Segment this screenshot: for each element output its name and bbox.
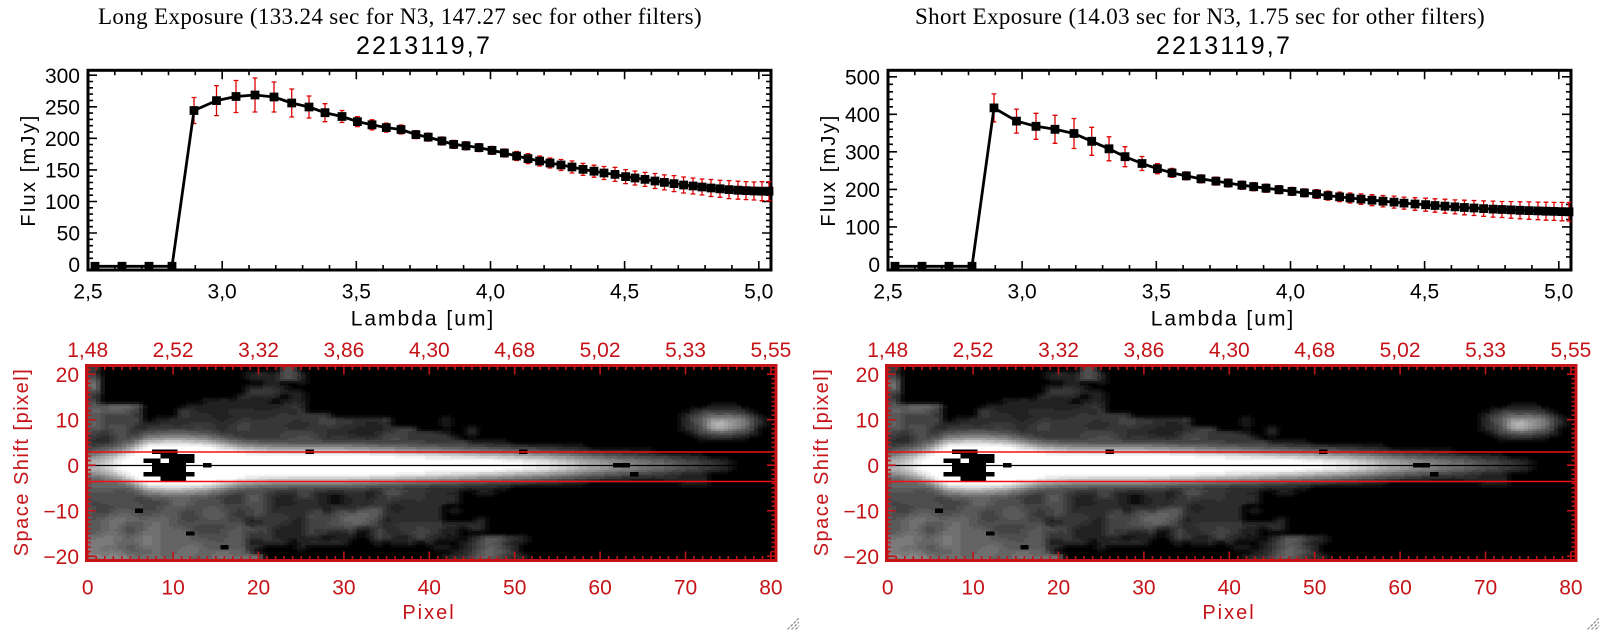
svg-text:10: 10 [961,577,984,600]
svg-text:0: 0 [867,455,879,478]
svg-text:4,5: 4,5 [610,281,639,304]
svg-text:100: 100 [845,216,880,239]
svg-text:4,5: 4,5 [1410,281,1439,304]
svg-text:5,0: 5,0 [1544,281,1573,304]
svg-text:3,0: 3,0 [1008,281,1037,304]
svg-text:60: 60 [588,577,611,600]
svg-text:0: 0 [82,577,94,600]
svg-text:4,30: 4,30 [409,339,450,362]
svg-text:3,32: 3,32 [238,339,279,362]
svg-text:100: 100 [45,191,80,214]
svg-text:Short Exposure (14.03 sec for: Short Exposure (14.03 sec for N3, 1.75 s… [915,4,1485,29]
svg-text:3,86: 3,86 [323,339,364,362]
svg-text:Pixel: Pixel [402,602,455,624]
svg-text:−20: −20 [43,546,79,569]
svg-text:20: 20 [1047,577,1070,600]
svg-text:Pixel: Pixel [1202,602,1255,624]
svg-text:−10: −10 [843,500,879,523]
svg-text:3,86: 3,86 [1123,339,1164,362]
svg-text:4,68: 4,68 [494,339,535,362]
svg-text:4,0: 4,0 [476,281,505,304]
svg-text:Flux [mJy]: Flux [mJy] [18,113,40,226]
svg-text:5,33: 5,33 [1465,339,1506,362]
svg-text:80: 80 [759,577,782,600]
svg-text:20: 20 [856,364,879,387]
svg-text:20: 20 [56,364,79,387]
svg-text:5,55: 5,55 [1550,339,1591,362]
svg-text:2213119,7: 2213119,7 [1156,32,1292,60]
svg-text:2,5: 2,5 [73,281,102,304]
svg-text:3,5: 3,5 [1142,281,1171,304]
svg-text:5,02: 5,02 [1380,339,1421,362]
svg-text:5,02: 5,02 [580,339,621,362]
svg-text:500: 500 [845,66,880,89]
svg-text:Lambda [um]: Lambda [um] [1151,308,1296,331]
svg-text:250: 250 [45,96,80,119]
svg-text:50: 50 [503,577,526,600]
svg-text:Long Exposure (133.24 sec for: Long Exposure (133.24 sec for N3, 147.27… [98,4,702,29]
svg-text:50: 50 [57,223,80,246]
svg-text:0: 0 [68,254,80,277]
svg-text:300: 300 [845,141,880,164]
svg-text:2213119,7: 2213119,7 [356,32,492,60]
svg-text:3,0: 3,0 [208,281,237,304]
svg-text:30: 30 [1132,577,1155,600]
svg-text:5,0: 5,0 [744,281,773,304]
svg-text:2,52: 2,52 [953,339,994,362]
svg-text:Lambda [um]: Lambda [um] [351,308,496,331]
svg-text:0: 0 [868,254,880,277]
svg-text:50: 50 [1303,577,1326,600]
svg-text:10: 10 [856,409,879,432]
svg-text:0: 0 [67,455,79,478]
svg-text:Space Shift [pixel]: Space Shift [pixel] [811,368,833,557]
svg-text:40: 40 [418,577,441,600]
svg-text:30: 30 [332,577,355,600]
svg-text:4,0: 4,0 [1276,281,1305,304]
svg-text:400: 400 [845,104,880,127]
svg-text:3,5: 3,5 [342,281,371,304]
svg-text:4,30: 4,30 [1209,339,1250,362]
svg-text:300: 300 [45,65,80,88]
svg-text:200: 200 [845,179,880,202]
svg-text:70: 70 [674,577,697,600]
svg-text:70: 70 [1474,577,1497,600]
svg-text:−10: −10 [43,500,79,523]
svg-text:4,68: 4,68 [1294,339,1335,362]
svg-text:40: 40 [1218,577,1241,600]
svg-text:150: 150 [45,160,80,183]
svg-text:10: 10 [56,409,79,432]
svg-text:5,33: 5,33 [665,339,706,362]
svg-text:2,52: 2,52 [153,339,194,362]
svg-text:80: 80 [1559,577,1582,600]
svg-text:3,32: 3,32 [1038,339,1079,362]
svg-text:200: 200 [45,128,80,151]
svg-text:−20: −20 [843,546,879,569]
svg-text:5,55: 5,55 [750,339,791,362]
svg-text:0: 0 [882,577,894,600]
svg-text:Space Shift [pixel]: Space Shift [pixel] [11,368,33,557]
svg-text:2,5: 2,5 [873,281,902,304]
svg-text:60: 60 [1388,577,1411,600]
svg-text:1,48: 1,48 [67,339,108,362]
svg-text:10: 10 [161,577,184,600]
svg-text:1,48: 1,48 [867,339,908,362]
svg-text:20: 20 [247,577,270,600]
svg-text:Flux [mJy]: Flux [mJy] [818,113,840,226]
